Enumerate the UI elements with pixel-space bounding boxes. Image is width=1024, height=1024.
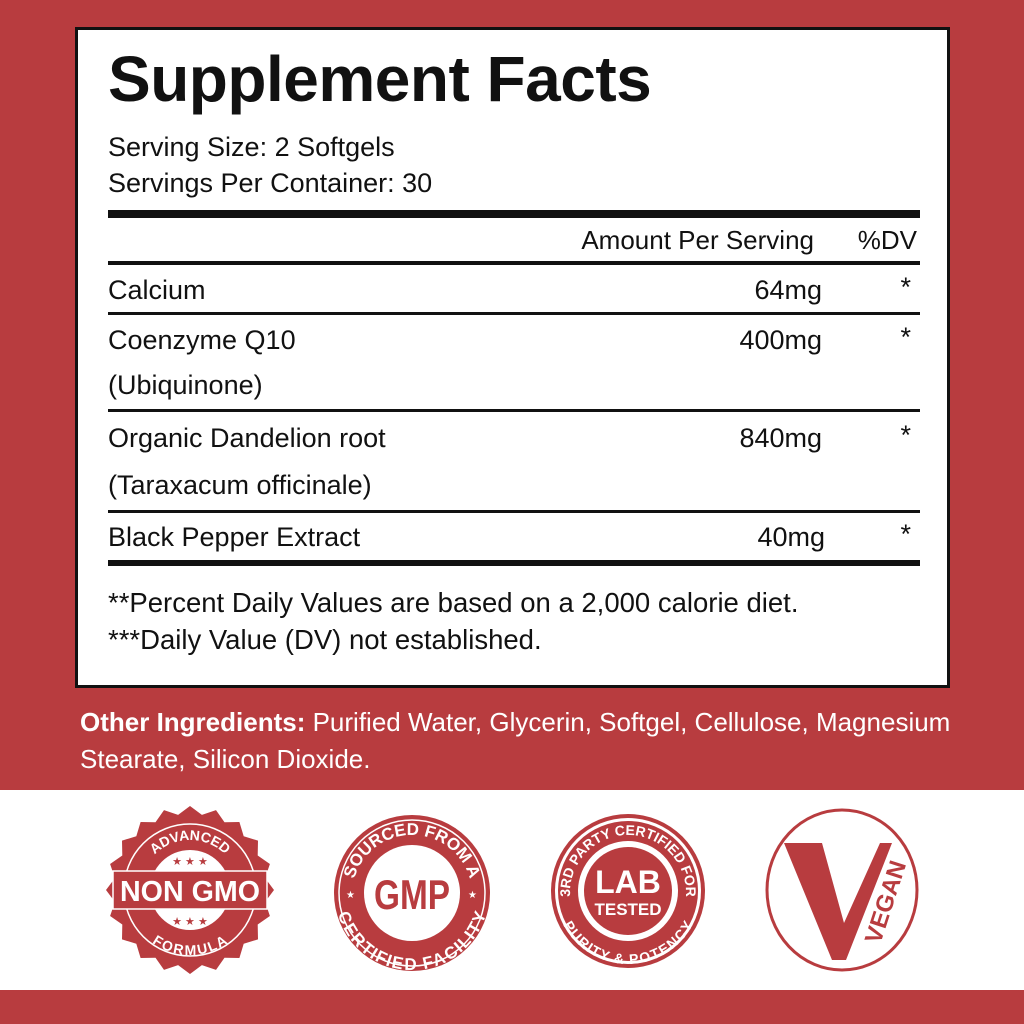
row-amount: 40mg (757, 522, 825, 552)
supplement-facts-panel: Supplement Facts Serving Size: 2 Softgel… (75, 27, 950, 688)
svg-text:TESTED: TESTED (594, 900, 661, 919)
svg-text:LAB: LAB (595, 864, 661, 900)
vegan-badge: VEGAN (765, 808, 919, 972)
divider (108, 312, 920, 315)
svg-text:★: ★ (346, 890, 355, 901)
footnote: **Percent Daily Values are based on a 2,… (108, 587, 799, 618)
servings-per-container: Servings Per Container: 30 (108, 168, 433, 198)
other-ingredients-text: Purified Water, Glycerin, Softgel, Cellu… (80, 707, 951, 774)
other-ingredients: Other Ingredients: Purified Water, Glyce… (80, 704, 980, 778)
row-name: Calcium (108, 275, 206, 305)
row-sub: (Taraxacum officinale) (108, 470, 372, 500)
svg-text:NON GMO: NON GMO (120, 876, 260, 908)
v-letter (784, 843, 892, 960)
row-name: Coenzyme Q10 (108, 325, 296, 355)
row-amount: 64mg (754, 275, 822, 305)
header-amount: Amount Per Serving (581, 225, 814, 255)
other-ingredients-label: Other Ingredients: (80, 707, 306, 737)
non-gmo-badge: ADVANCED FORMULA NON GMO ★ ★ ★ ★ ★ ★ (106, 806, 274, 974)
footnote: ***Daily Value (DV) not established. (108, 624, 542, 655)
row-dv: * (900, 519, 911, 549)
gmp-badge: SOURCED FROM A CERTIFIED FACILITY GMP ★★ (334, 815, 490, 974)
row-amount: 400mg (739, 325, 822, 355)
lab-tested-badge: 3RD PARTY CERTIFIED FOR PURITY & POTENCY… (551, 814, 705, 968)
row-dv: * (900, 272, 911, 302)
divider (108, 261, 920, 265)
row-name: Organic Dandelion root (108, 423, 386, 453)
divider-thick (108, 210, 920, 218)
row-name: Black Pepper Extract (108, 522, 361, 552)
divider (108, 510, 920, 513)
red-footer-strip (0, 990, 1024, 1024)
row-dv: * (900, 420, 911, 450)
divider (108, 409, 920, 412)
header-dv: %DV (857, 225, 917, 255)
svg-text:GMP: GMP (374, 871, 450, 918)
page-title: Supplement Facts (108, 43, 652, 115)
row-amount: 840mg (739, 423, 822, 453)
divider-thick (108, 560, 920, 566)
row-dv: * (900, 322, 911, 352)
svg-text:★: ★ (468, 890, 477, 901)
svg-text:★ ★ ★: ★ ★ ★ (172, 856, 208, 868)
row-sub: (Ubiquinone) (108, 370, 263, 400)
serving-size: Serving Size: 2 Softgels (108, 132, 395, 162)
svg-text:★ ★ ★: ★ ★ ★ (172, 916, 208, 928)
